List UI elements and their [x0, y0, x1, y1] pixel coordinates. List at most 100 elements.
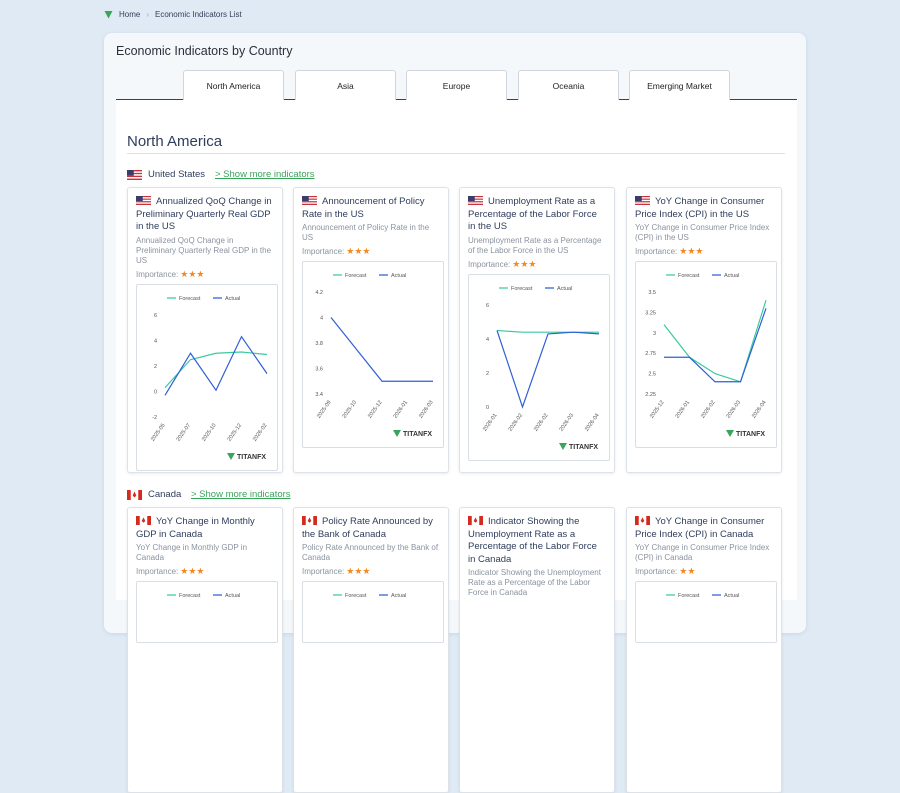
y-tick-label: 3.5: [648, 290, 656, 296]
y-tick-label: 3.8: [315, 341, 323, 347]
card-description: Annualized QoQ Change in Preliminary Qua…: [136, 235, 272, 265]
x-tick-label: 2026-02: [508, 412, 524, 432]
importance-stars: ★★★: [346, 566, 371, 576]
y-tick-label: -2: [152, 415, 157, 421]
flag-stripe: [127, 174, 142, 176]
card-title[interactable]: Unemployment Rate as a Percentage of the…: [468, 196, 597, 232]
x-tick-label: 2026-04: [751, 400, 767, 420]
show-more-link[interactable]: > Show more indicators: [191, 489, 291, 500]
page: Home › Economic Indicators List Economic…: [104, 10, 806, 793]
flag-stripe: [635, 203, 650, 205]
flag-canton: [136, 196, 143, 202]
legend-label: Forecast: [511, 286, 533, 292]
importance: Importance: ★★: [635, 566, 773, 577]
card-title[interactable]: YoY Change in Monthly GDP in Canada: [136, 516, 255, 540]
card-title[interactable]: Announcement of Policy Rate in the US: [302, 196, 425, 220]
importance-stars: ★★★: [180, 566, 205, 576]
legend-label: Forecast: [179, 593, 201, 599]
flag-stripe: [468, 201, 483, 203]
line-chart: Forecast Actual: [635, 581, 777, 643]
y-tick-label: 4: [486, 337, 489, 343]
indicator-card: Announcement of Policy Rate in the US Ann…: [293, 187, 449, 473]
legend-label: Actual: [225, 593, 240, 599]
legend-label: Actual: [391, 273, 406, 279]
series-line: [664, 308, 767, 383]
card-flag: [468, 516, 483, 525]
flag-band: [479, 516, 483, 525]
flag-stripe: [468, 198, 483, 200]
home-icon: [104, 11, 113, 19]
flag-stripe: [468, 196, 483, 198]
flag-band: [136, 516, 140, 525]
country-flag: [127, 490, 142, 500]
flag-stripe: [127, 170, 142, 172]
x-tick-label: 2026-03: [726, 400, 742, 420]
importance-label: Importance:: [136, 269, 179, 279]
x-tick-label: 2026-02: [252, 422, 268, 442]
card-description: YoY Change in Monthly GDP in Canada: [136, 543, 248, 562]
flag-stripe: [136, 203, 151, 205]
series-line: [496, 329, 600, 409]
legend-label: Actual: [724, 593, 739, 599]
legend-label: Forecast: [179, 296, 201, 302]
card-title[interactable]: Annualized QoQ Change in Preliminary Qua…: [136, 196, 272, 232]
importance-label: Importance:: [136, 567, 179, 576]
series-line: [164, 350, 268, 388]
tab[interactable]: Europe: [406, 70, 507, 100]
y-tick-label: 6: [486, 303, 489, 309]
card-flag: [136, 516, 151, 525]
card-description: YoY Change in Consumer Price Index (CPI)…: [635, 223, 770, 242]
card-title[interactable]: YoY Change in Consumer Price Index (CPI)…: [635, 196, 765, 220]
flag-stripe: [302, 196, 317, 198]
flag-leaf: [473, 517, 478, 523]
flag-stripe: [127, 178, 142, 180]
tab[interactable]: North America: [183, 70, 284, 100]
indicator-card: YoY Change in Consumer Price Index (CPI)…: [626, 507, 782, 793]
indicator-card: Unemployment Rate as a Percentage of the…: [459, 187, 615, 473]
y-tick-label: 3: [653, 331, 656, 337]
flag-stripe: [468, 203, 483, 205]
tab[interactable]: Emerging Market: [629, 70, 730, 100]
flag-band: [127, 490, 131, 500]
line-chart: Forecast Actual -2 0 2 4 6 2025-05 2025-07 2025-1…: [136, 283, 278, 471]
watermark: TITANFX: [237, 454, 266, 461]
importance-stars: ★★★: [512, 258, 537, 269]
legend-label: Actual: [724, 273, 739, 279]
tab[interactable]: Asia: [295, 70, 396, 100]
flag-stripe: [635, 201, 650, 203]
indicator-card: YoY Change in Consumer Price Index (CPI)…: [626, 187, 782, 473]
flag-stripe: [635, 196, 650, 198]
tab[interactable]: Oceania: [518, 70, 619, 100]
card-description: Announcement of Policy Rate in the US: [302, 223, 430, 242]
watermark-icon: [227, 452, 235, 460]
flag-canton: [127, 170, 134, 176]
flag-band: [468, 516, 472, 525]
card-flag: [302, 196, 317, 205]
watermark-icon: [726, 430, 734, 437]
importance: Importance: ★★★: [136, 566, 274, 577]
card-title-row: Annualized QoQ Change in Preliminary Qua…: [136, 196, 274, 234]
flag-canton: [468, 196, 475, 202]
country-flag: [127, 170, 142, 180]
flag-stripe: [635, 199, 650, 202]
card-flag: [635, 196, 650, 205]
card-title[interactable]: YoY Change in Consumer Price Index (CPI)…: [635, 516, 765, 540]
flag-band: [313, 516, 317, 525]
y-tick-label: 6: [154, 313, 157, 319]
flag-stripe: [127, 171, 142, 173]
importance: Importance: ★★★: [302, 566, 440, 577]
breadcrumb-home[interactable]: Home: [119, 10, 141, 19]
card-title-row: YoY Change in Monthly GDP in Canada: [136, 516, 274, 541]
x-tick-label: 2026-03: [418, 400, 434, 420]
series-line: [663, 299, 767, 383]
flag-leaf: [141, 517, 146, 523]
x-tick-label: 2026-01: [393, 400, 409, 420]
flag-band: [147, 516, 151, 525]
show-more-link[interactable]: > Show more indicators: [215, 169, 315, 180]
y-tick-label: 4.2: [315, 290, 323, 296]
card-title[interactable]: Indicator Showing the Unemployment Rate …: [468, 516, 597, 565]
legend-label: Forecast: [345, 593, 367, 599]
card-title-row: Unemployment Rate as a Percentage of the…: [468, 196, 606, 234]
card-flag: [468, 196, 483, 205]
card-title[interactable]: Policy Rate Announced by the Bank of Can…: [302, 516, 433, 540]
